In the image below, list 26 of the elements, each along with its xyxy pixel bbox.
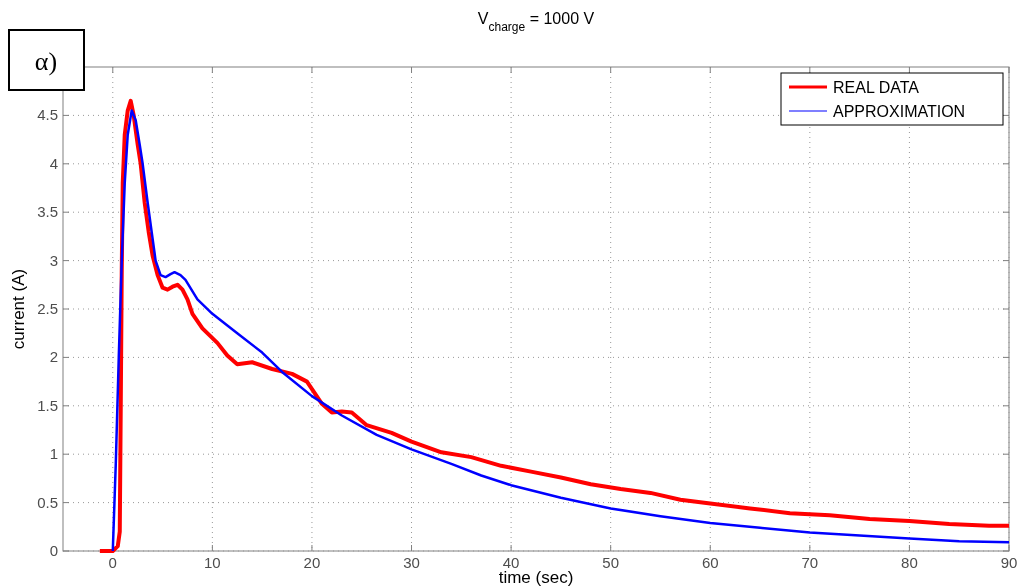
y-tick-label: 2.5	[37, 300, 58, 317]
x-tick-label: 70	[801, 554, 819, 571]
x-tick-label: 50	[602, 554, 620, 571]
legend-label: APPROXIMATION	[833, 103, 966, 120]
x-tick-label: 0	[108, 554, 117, 571]
y-tick-label: 0.5	[37, 493, 58, 511]
x-axis-title: time (sec)	[498, 568, 574, 586]
y-tick-label: 0	[49, 542, 58, 559]
y-tick-label: 4	[49, 154, 58, 172]
x-tick-label: 90	[1000, 554, 1018, 571]
x-tick-label: 10	[204, 554, 221, 571]
x-tick-label: 60	[701, 554, 719, 571]
legend-label: REAL DATA	[833, 79, 920, 96]
text: α)	[34, 47, 58, 76]
chart-title: V$_{charge}$ = 1000 V	[477, 10, 595, 34]
y-tick-label: 2	[49, 348, 58, 366]
y-tick-label: 4.5	[37, 106, 58, 124]
y-axis-title: current (A)	[9, 268, 28, 350]
x-tick-label: 30	[403, 554, 420, 571]
y-tick-label: 1.5	[37, 396, 58, 414]
x-tick-label: 40	[502, 554, 520, 571]
x-tick-label: 20	[303, 554, 321, 571]
y-tick-label: 3	[49, 251, 58, 269]
y-tick-label: 1	[49, 445, 58, 463]
x-tick-label: 80	[901, 554, 918, 571]
y-tick-label: 3.5	[37, 203, 58, 221]
